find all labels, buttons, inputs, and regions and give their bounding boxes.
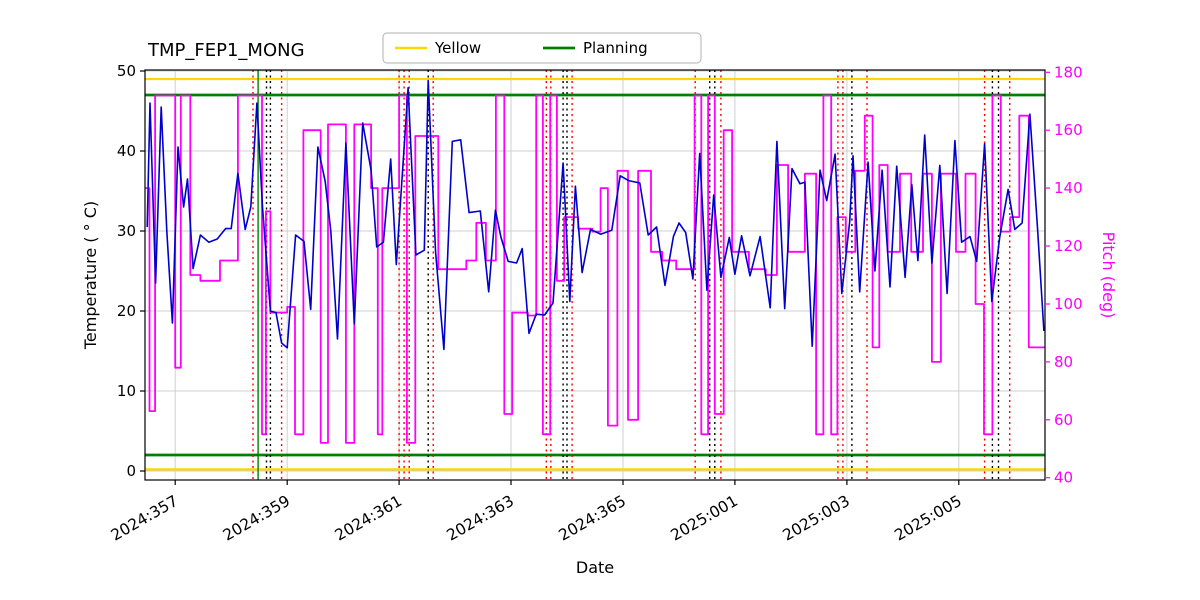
y-right-tick-label: 140 — [1054, 179, 1083, 197]
y-right-tick-label: 100 — [1054, 295, 1083, 313]
plot-background — [145, 70, 1045, 480]
y-right-tick-label: 160 — [1054, 121, 1083, 139]
y-left-tick-label: 50 — [117, 62, 136, 80]
legend-box — [382, 32, 702, 64]
legend-label-planning: Planning — [583, 39, 648, 57]
x-axis-label: Date — [576, 558, 614, 577]
y-left-tick-label: 20 — [117, 302, 136, 320]
plot-border — [144, 69, 1046, 481]
y-right-tick-label: 180 — [1054, 63, 1083, 81]
series-lines — [145, 79, 1045, 444]
y-right-tick-label: 60 — [1054, 411, 1073, 429]
y-left-tick-label: 0 — [126, 462, 136, 480]
y-left-tick-label: 40 — [117, 142, 136, 160]
y-right-tick-label: 40 — [1054, 469, 1073, 487]
limit-lines — [145, 77, 1045, 471]
chart-title: TMP_FEP1_MONG — [147, 40, 305, 61]
y-left-tick-label: 30 — [117, 222, 136, 240]
legend: Yellow Planning — [382, 32, 702, 64]
y-axis-label-right: Pitch (deg) — [1099, 232, 1118, 319]
y-right-tick-label: 80 — [1054, 353, 1073, 371]
y-axis-label-left: Temperature ( ° C) — [81, 201, 100, 350]
temperature-series-line — [146, 79, 1045, 351]
y-left-tick-label: 10 — [117, 382, 136, 400]
y-right-tick-label: 120 — [1054, 237, 1083, 255]
legend-label-yellow: Yellow — [434, 39, 481, 57]
